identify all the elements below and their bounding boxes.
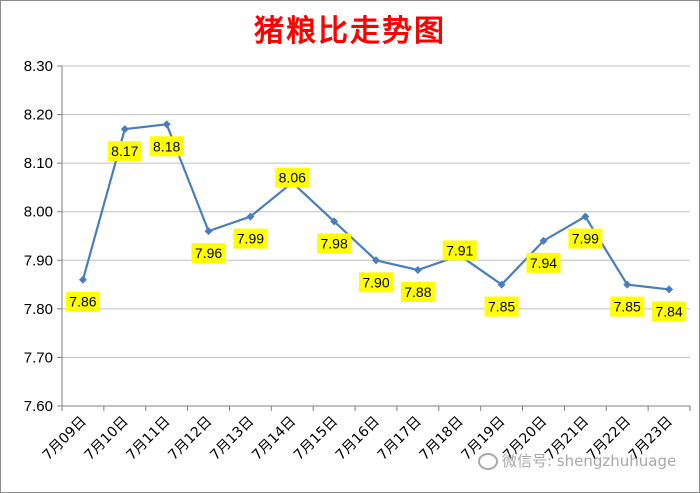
data-point <box>665 285 674 294</box>
data-label: 7.98 <box>321 235 348 251</box>
data-label-bg <box>568 228 603 249</box>
y-tick-label: 8.30 <box>24 58 53 75</box>
chart-title: 猪粮比走势图 <box>254 14 446 49</box>
data-label-bg <box>652 301 687 322</box>
x-tick-label: 7月12日 <box>165 414 215 464</box>
data-label: 7.99 <box>572 231 599 247</box>
data-label-bg <box>191 243 226 264</box>
watermark: 微信号: shengzhuhuage <box>478 450 676 471</box>
x-tick-label: 7月17日 <box>375 414 425 464</box>
data-point <box>330 217 339 226</box>
data-label-bg <box>442 240 477 261</box>
data-label-bg <box>400 282 435 302</box>
wechat-icon <box>478 453 498 470</box>
data-point <box>162 120 171 129</box>
data-point <box>623 280 632 289</box>
data-labels: 7.86 8.17 8.18 7.96 7.99 8.06 7.98 7.90 7.88 7.91… <box>65 136 687 322</box>
x-tick-label: 7月18日 <box>417 414 467 464</box>
data-label: 8.18 <box>153 138 180 154</box>
data-point <box>246 212 255 221</box>
data-label: 7.90 <box>362 274 389 290</box>
y-tick-label: 7.70 <box>24 349 53 366</box>
y-tick-label: 7.60 <box>24 398 53 415</box>
x-tick-label: 7月10日 <box>82 414 132 464</box>
data-label-bg <box>65 291 100 312</box>
data-label: 7.88 <box>404 284 431 300</box>
data-label: 7.99 <box>237 231 264 247</box>
data-label: 7.84 <box>655 303 682 319</box>
data-point <box>78 275 87 284</box>
data-label: 7.94 <box>530 255 557 271</box>
data-label: 7.91 <box>446 242 473 258</box>
data-label: 8.17 <box>111 143 138 159</box>
data-label-bg <box>317 233 352 254</box>
x-tick-label: 7月11日 <box>123 414 173 464</box>
x-tick-label: 7月14日 <box>249 414 299 464</box>
data-label-bg <box>233 228 268 249</box>
data-label-bg <box>359 272 393 293</box>
data-label-bg <box>107 141 142 162</box>
watermark-text: 微信号: shengzhuhuage <box>502 452 677 470</box>
y-tick-label: 8.10 <box>24 155 53 172</box>
data-point <box>372 256 380 265</box>
data-label: 7.86 <box>69 294 96 310</box>
x-tick-label: 7月09日 <box>40 414 90 464</box>
x-tick-label: 7月16日 <box>333 414 383 464</box>
data-point <box>581 212 590 221</box>
data-point <box>120 125 129 134</box>
data-point <box>204 227 213 236</box>
data-label-bg <box>526 252 561 273</box>
data-point <box>497 280 506 289</box>
data-label: 7.85 <box>488 299 515 315</box>
data-label: 7.85 <box>614 299 641 315</box>
x-tick-label: 7月13日 <box>207 414 257 464</box>
data-label-bg <box>149 136 184 157</box>
y-tick-label: 7.90 <box>24 252 53 269</box>
data-point <box>413 266 422 274</box>
data-label-bg <box>610 296 645 317</box>
y-axis: 7.60 7.70 7.80 7.90 8.00 8.10 8.20 8.30 <box>24 58 63 415</box>
gridlines <box>62 65 690 407</box>
data-label: 7.96 <box>195 245 222 261</box>
data-point <box>539 236 548 245</box>
data-label-bg <box>275 167 310 188</box>
data-label: 8.06 <box>279 170 306 186</box>
y-tick-label: 8.00 <box>24 204 53 221</box>
y-tick-label: 8.20 <box>24 107 53 124</box>
x-tick-label: 7月15日 <box>291 414 341 464</box>
data-label-bg <box>484 296 519 317</box>
y-tick-label: 7.80 <box>24 301 53 318</box>
